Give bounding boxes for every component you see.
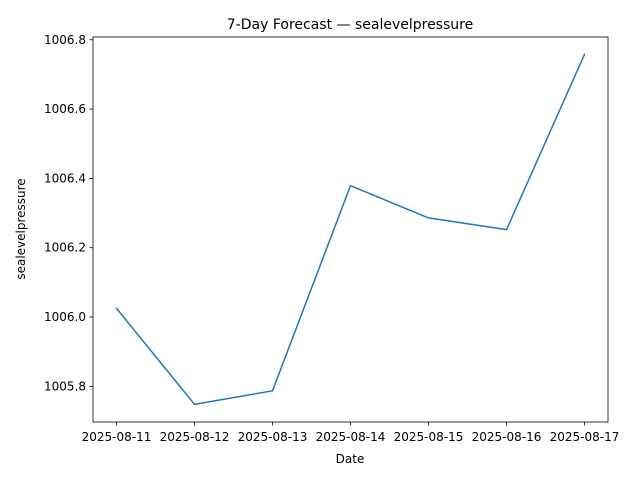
plot-frame <box>92 36 609 423</box>
x-tick-label: 2025-08-14 <box>316 430 386 444</box>
y-axis-label: sealevelpressure <box>14 178 28 279</box>
y-tick-label: 1006.8 <box>44 33 86 47</box>
y-tick-label: 1006.6 <box>44 102 86 116</box>
y-tick-label: 1005.8 <box>44 379 86 393</box>
x-tick-label: 2025-08-12 <box>160 430 230 444</box>
x-axis-label: Date <box>336 452 365 466</box>
x-tick-label: 2025-08-13 <box>238 430 308 444</box>
chart-title: 7-Day Forecast — sealevelpressure <box>227 17 473 33</box>
x-tick-label: 2025-08-16 <box>472 430 542 444</box>
y-tick-label: 1006.2 <box>44 241 86 255</box>
x-tick-label: 2025-08-15 <box>394 430 464 444</box>
y-tick-label: 1006.4 <box>44 171 86 185</box>
y-tick-label: 1006.0 <box>44 310 86 324</box>
y-axis: 1005.8 1006.0 1006.2 1006.4 1006.6 1006.8 <box>44 33 93 393</box>
x-axis: 2025-08-11 2025-08-12 2025-08-13 2025-08-14… <box>82 422 620 444</box>
x-tick-label: 2025-08-11 <box>82 430 152 444</box>
x-tick-label: 2025-08-17 <box>550 430 620 444</box>
series-line <box>115 53 586 406</box>
